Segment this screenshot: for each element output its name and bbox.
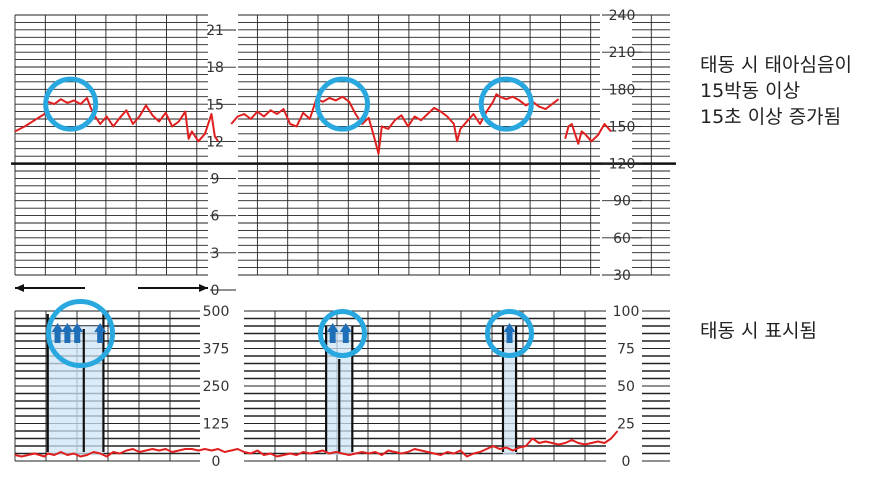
fhr-trace: [14, 97, 219, 143]
fhr-trace: [230, 93, 560, 155]
movement-shade: [47, 326, 104, 455]
left-tick-label: 125: [203, 417, 230, 433]
annotation-line-3: 15초 이상 증가됨: [700, 106, 842, 128]
acceleration-marker-circle: [43, 76, 99, 132]
left-tick-label: 18: [206, 60, 224, 76]
right-tick-label: 50: [617, 379, 635, 395]
movement-arrow-stem: [329, 331, 336, 343]
right-tick-label: 0: [622, 454, 631, 470]
left-tick-label: 9: [211, 172, 220, 188]
right-tick-label: 25: [617, 417, 635, 433]
acceleration-marker-circle: [315, 76, 370, 132]
up-arrow-icon: [503, 323, 516, 332]
movement-arrow-stem: [506, 331, 513, 343]
heart-rate-annotation: 태동 시 태아심음이 15박동 이상 15초 이상 증가됨: [700, 52, 852, 130]
acceleration-marker-circle: [478, 76, 534, 132]
arrow-head-right-icon: [199, 284, 208, 292]
movement-trace: [14, 430, 619, 458]
up-arrow-icon: [71, 323, 84, 332]
movement-annotation: 태동 시 표시됨: [700, 320, 817, 342]
movement-arrow-stem: [64, 331, 71, 343]
fetal-heart-rate-panel: 0 3 6 9 12 15 18 21 30 60 90 120 150 180 210 240: [11, 8, 676, 299]
left-tick-label: 21: [206, 23, 224, 39]
left-tick-label: 375: [203, 342, 230, 358]
right-tick-label: 75: [617, 342, 635, 358]
up-arrow-icon: [339, 323, 352, 332]
fhr-trace: [564, 123, 612, 145]
movement-arrow-stem: [54, 331, 61, 343]
movement-arrow-stem: [97, 331, 104, 343]
fetal-movement-panel: 0 125 250 375 500 0 25 50 75 100: [14, 299, 670, 470]
movement-marker-circle: [318, 309, 367, 358]
up-arrow-icon: [94, 323, 107, 332]
right-tick-label: 150: [609, 119, 636, 135]
right-tick-label: 60: [613, 231, 631, 247]
movement-marker-circle: [46, 299, 115, 368]
annotation-line-2: 15박동 이상: [700, 80, 801, 102]
right-tick-label: 210: [609, 45, 636, 61]
up-arrow-icon: [51, 323, 64, 332]
left-tick-label: 6: [211, 209, 220, 225]
up-arrow-icon: [61, 323, 74, 332]
left-tick-label: 12: [206, 134, 224, 150]
left-tick-label: 0: [212, 454, 221, 470]
up-arrow-icon: [326, 323, 339, 332]
movement-arrow-stem: [74, 331, 81, 343]
left-tick-label: 500: [203, 304, 230, 320]
movement-shade: [502, 326, 517, 455]
arrow-head-left-icon: [15, 284, 24, 292]
right-tick-label: 120: [609, 157, 636, 173]
left-tick-label: 250: [203, 379, 230, 395]
right-tick-label: 100: [613, 304, 640, 320]
right-tick-label: 180: [609, 82, 636, 98]
left-tick-label: 3: [211, 246, 220, 262]
movement-arrow-stem: [342, 331, 349, 343]
left-tick-label: 0: [211, 283, 220, 299]
movement-marker-circle: [485, 309, 535, 358]
right-tick-label: 30: [613, 268, 631, 284]
annotation-line-1: 태동 시 태아심음이: [700, 54, 852, 76]
right-tick-label: 240: [609, 8, 636, 24]
left-tick-label: 15: [206, 97, 224, 113]
right-tick-label: 90: [613, 194, 631, 210]
